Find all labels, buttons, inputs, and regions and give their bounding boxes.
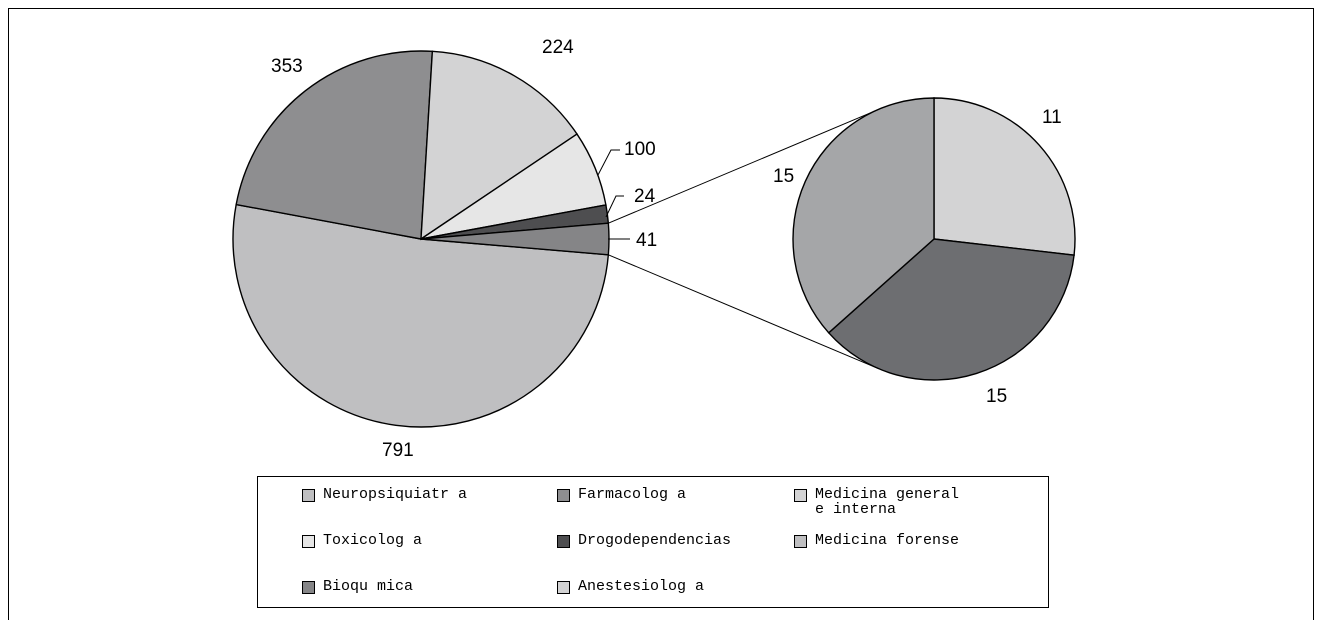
sub-pie-slice — [792, 97, 935, 334]
legend-swatch — [302, 581, 315, 594]
data-label: 791 — [382, 440, 414, 461]
legend-label: Medicina forense — [815, 532, 960, 549]
data-label: 100 — [624, 139, 656, 160]
leader-line — [597, 149, 620, 176]
data-label: 224 — [542, 37, 574, 58]
main-pie-slice — [235, 50, 434, 240]
sub-pie-slice — [827, 238, 1075, 381]
legend-label: Drogodependencias — [578, 532, 732, 549]
legend: Neuropsiquiatr a Farmacolog a Medicina g… — [257, 476, 1049, 608]
connector-line — [608, 110, 875, 224]
legend-item-toxicologia: Toxicolog a — [302, 533, 422, 548]
legend-label: Farmacolog a — [578, 486, 687, 503]
chart-frame — [8, 8, 1314, 620]
data-label: 353 — [271, 56, 303, 77]
legend-label: Neuropsiquiatr a — [323, 486, 468, 503]
legend-swatch — [794, 489, 807, 502]
data-label: 11 — [1042, 107, 1062, 128]
legend-label: Bioqu mica — [323, 578, 414, 595]
main-pie-slice — [420, 50, 578, 241]
legend-label: Medicina general e interna — [815, 486, 960, 518]
legend-swatch — [302, 489, 315, 502]
legend-item-drogodependencias: Drogodependencias — [557, 533, 731, 548]
legend-swatch — [302, 535, 315, 548]
legend-swatch — [557, 489, 570, 502]
sub-pie — [792, 97, 1076, 381]
data-label: 41 — [636, 230, 657, 251]
connector-line — [608, 254, 880, 370]
legend-swatch — [794, 535, 807, 548]
legend-item-neuropsiquiatria: Neuropsiquiatr a — [302, 487, 467, 502]
legend-item-farmacologia: Farmacolog a — [557, 487, 686, 502]
connector-lines — [597, 110, 880, 370]
legend-item-medicina-general: Medicina general e interna — [794, 487, 959, 517]
legend-item-medicina-forense: Medicina forense — [794, 533, 959, 548]
data-label: 15 — [773, 166, 794, 187]
legend-swatch — [557, 535, 570, 548]
data-labels: 791 353 224 100 24 41 11 15 15 — [271, 37, 1062, 461]
data-label: 24 — [634, 186, 656, 207]
legend-label: Toxicolog a — [323, 532, 423, 549]
legend-swatch — [557, 581, 570, 594]
sub-pie-slice — [933, 97, 1076, 256]
leader-line — [605, 195, 624, 218]
main-pie — [232, 50, 610, 428]
data-label: 15 — [986, 386, 1007, 407]
main-pie-slice — [232, 203, 610, 428]
legend-label: Anestesiolog a — [578, 578, 705, 595]
legend-item-bioquimica: Bioqu mica — [302, 579, 413, 594]
legend-item-anestesiologia: Anestesiolog a — [557, 579, 704, 594]
